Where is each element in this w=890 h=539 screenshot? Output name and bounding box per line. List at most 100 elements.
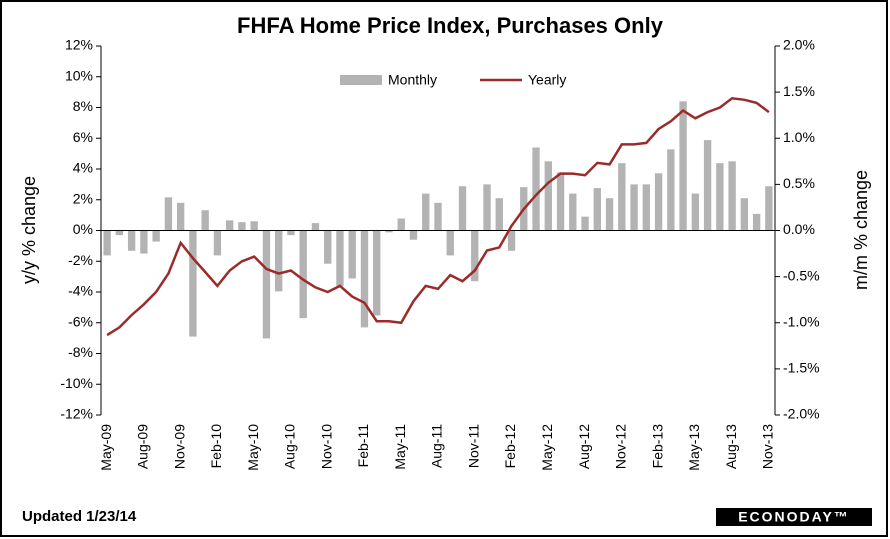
- bar: [446, 230, 454, 256]
- x-tick-label: May-13: [686, 424, 702, 471]
- x-tick-label: Feb-10: [208, 424, 224, 469]
- bar: [275, 230, 283, 292]
- y2-tick-label: -2.0%: [783, 406, 820, 422]
- x-tick-label: Feb-11: [355, 424, 371, 468]
- y2-tick-label: 2.0%: [783, 37, 815, 53]
- y-tick-label: -10%: [60, 375, 93, 391]
- bar: [385, 230, 393, 233]
- bar: [225, 220, 234, 231]
- bar: [250, 221, 258, 231]
- y2-tick-label: 0.5%: [783, 175, 815, 191]
- y2-tick-label: -1.5%: [783, 360, 820, 376]
- y-tick-label: 4%: [73, 160, 93, 176]
- bar: [569, 193, 577, 231]
- bar: [287, 230, 295, 236]
- bar: [176, 202, 185, 231]
- bar: [213, 230, 222, 256]
- y-tick-label: -12%: [60, 406, 93, 422]
- bar: [311, 223, 320, 231]
- y-tick-label: 0%: [73, 221, 93, 237]
- logo: ECONODAY™: [738, 509, 850, 525]
- bar: [115, 230, 124, 236]
- bar: [495, 198, 503, 231]
- bar: [752, 213, 761, 231]
- x-tick-label: Feb-13: [649, 424, 665, 469]
- x-tick-label: Nov-13: [760, 424, 776, 469]
- chart-title: FHFA Home Price Index, Purchases Only: [237, 13, 664, 38]
- x-tick-label: Aug-13: [723, 424, 739, 469]
- x-tick-label: Aug-12: [576, 424, 592, 469]
- y-tick-label: 10%: [65, 67, 93, 83]
- y-tick-label: 6%: [73, 129, 93, 145]
- bar: [324, 230, 332, 264]
- x-tick-label: Nov-12: [613, 424, 629, 469]
- logo-background: [716, 508, 872, 526]
- bar: [152, 230, 160, 242]
- bar: [728, 161, 736, 231]
- x-tick-label: Nov-09: [171, 424, 187, 469]
- bar: [556, 172, 565, 231]
- bar: [103, 230, 111, 256]
- bar: [164, 197, 173, 231]
- bar: [740, 198, 749, 231]
- y-axis-title: y/y % change: [19, 176, 39, 284]
- bar: [532, 147, 540, 231]
- bar: [299, 230, 307, 319]
- bar: [679, 101, 687, 231]
- x-tick-label: May-09: [98, 424, 114, 471]
- updated-note: Updated 1/23/14: [22, 508, 137, 525]
- y2-tick-label: -0.5%: [783, 267, 820, 283]
- bar: [593, 188, 601, 231]
- bar: [618, 163, 626, 231]
- y2-tick-label: 1.0%: [783, 129, 815, 145]
- bar: [471, 230, 479, 282]
- bar: [201, 210, 209, 231]
- y-tick-label: -8%: [68, 344, 93, 360]
- bar: [654, 173, 663, 231]
- bar: [703, 140, 712, 231]
- bar: [409, 230, 418, 240]
- bar: [434, 202, 442, 231]
- legend-swatch: [340, 75, 382, 85]
- bar: [238, 222, 246, 231]
- bar: [630, 184, 638, 231]
- x-tick-label: Feb-12: [502, 424, 518, 469]
- bar: [507, 230, 516, 251]
- bar: [605, 198, 614, 231]
- line: [106, 96, 770, 337]
- bar: [189, 230, 197, 337]
- y-tick-label: -2%: [68, 252, 93, 268]
- x-tick-label: Nov-11: [465, 424, 481, 468]
- y2-tick-label: 1.5%: [783, 83, 815, 99]
- bar: [581, 216, 589, 231]
- legend-label: Monthly: [388, 72, 437, 88]
- y-tick-label: 8%: [73, 98, 93, 114]
- y2-tick-label: 0.0%: [783, 221, 815, 237]
- y2-axis-title: m/m % change: [851, 170, 871, 290]
- bar: [360, 230, 369, 328]
- x-tick-label: Aug-11: [429, 424, 445, 468]
- x-tick-label: Aug-09: [135, 424, 151, 469]
- bar: [336, 230, 344, 286]
- y-tick-label: -6%: [68, 313, 93, 329]
- bar: [397, 218, 405, 231]
- bar: [765, 186, 773, 231]
- x-tick-label: May-12: [539, 424, 555, 471]
- y-tick-label: 2%: [73, 190, 93, 206]
- bar: [458, 186, 467, 231]
- bar: [691, 193, 700, 231]
- bar: [348, 230, 356, 279]
- y2-tick-label: -1.0%: [783, 313, 820, 329]
- bar: [422, 193, 430, 231]
- bar: [483, 184, 491, 231]
- bar: [373, 230, 381, 316]
- bar: [140, 230, 148, 254]
- bar: [544, 161, 552, 231]
- x-tick-label: Aug-10: [282, 424, 298, 469]
- bar: [667, 149, 675, 231]
- x-tick-label: Nov-10: [318, 424, 334, 469]
- bar: [262, 230, 271, 339]
- bar: [716, 163, 724, 231]
